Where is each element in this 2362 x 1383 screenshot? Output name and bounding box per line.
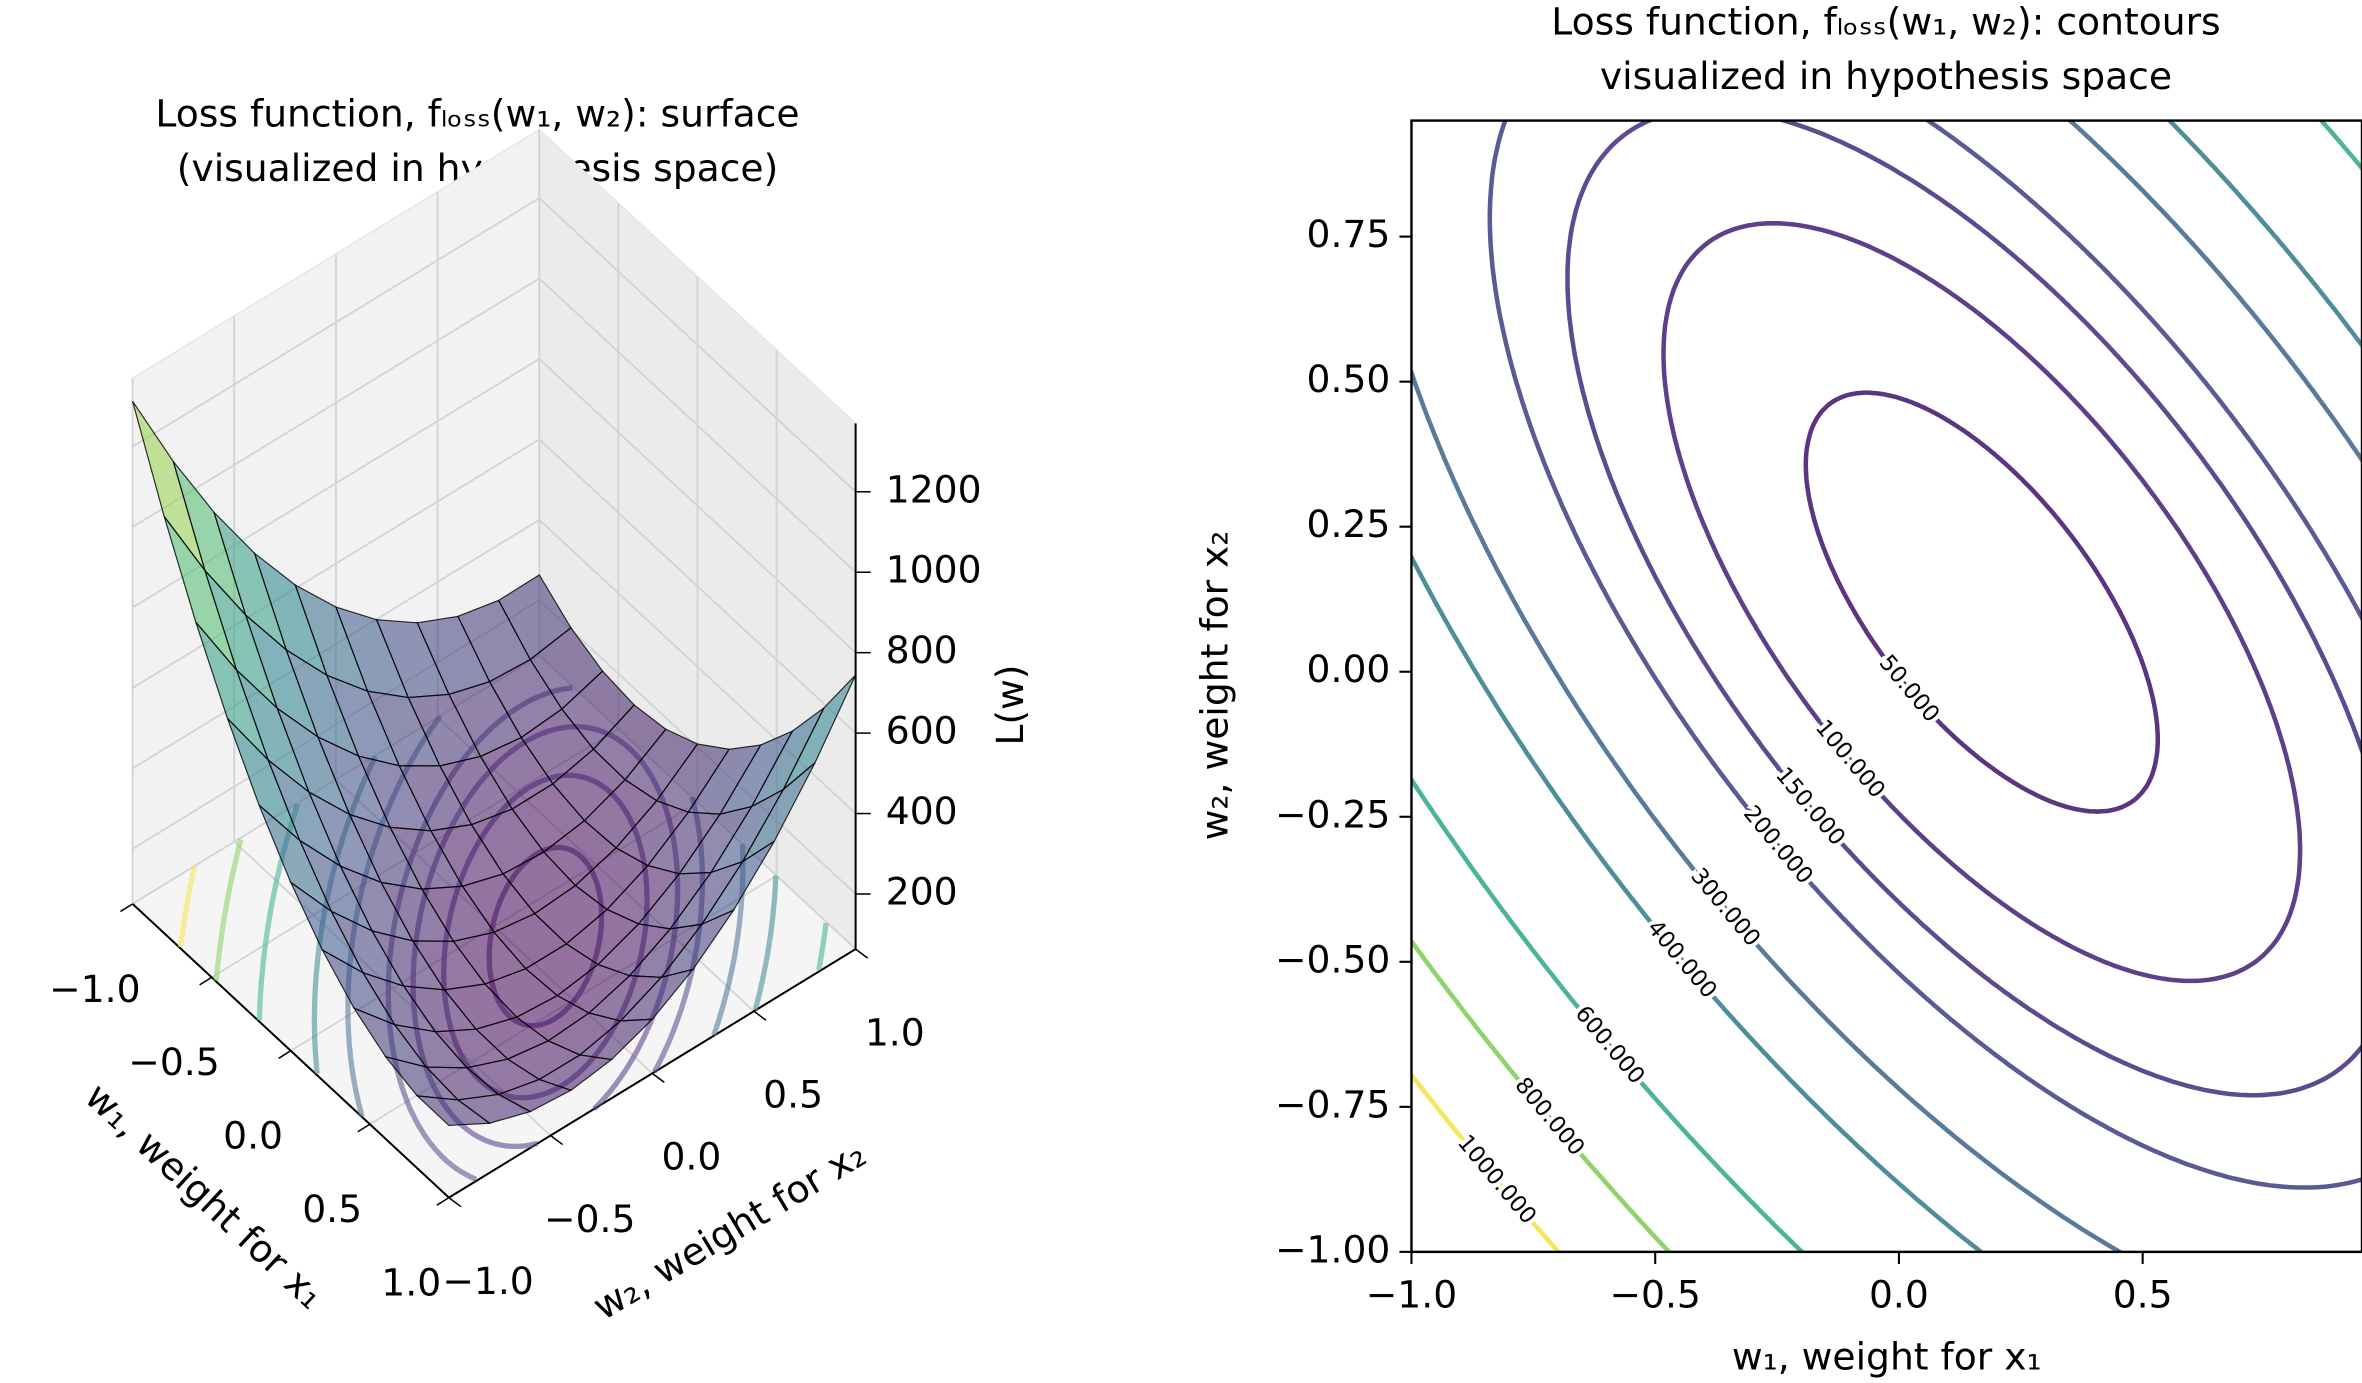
x-axis-label: w₁, weight for x₁ xyxy=(1732,1334,2042,1378)
y-axis-label: w₂, weight for x₂ xyxy=(1193,531,1237,841)
grid-line xyxy=(132,197,540,448)
contour-line xyxy=(1803,390,2160,814)
tick-mark xyxy=(120,903,133,913)
x-tick-label: −1.0 xyxy=(49,967,140,1011)
x-tick-label: −0.5 xyxy=(128,1040,219,1084)
grid-line xyxy=(538,277,857,573)
y-tick-label: 0.5 xyxy=(763,1073,823,1117)
floor-contour xyxy=(177,866,198,948)
y-tick-label: −0.25 xyxy=(1275,792,1390,836)
z-tick-label: 1200 xyxy=(886,467,982,511)
y-tick-label: 0.00 xyxy=(1307,647,1391,691)
grid-line xyxy=(132,277,540,528)
grid-line xyxy=(132,438,540,689)
contour-line xyxy=(1411,120,2362,1252)
y-tick-label: 0.25 xyxy=(1307,502,1391,546)
tick-mark xyxy=(550,1134,564,1146)
y-tick-label: 0.50 xyxy=(1307,357,1391,401)
grid-line xyxy=(538,358,857,654)
y-tick-label: 0.0 xyxy=(661,1135,721,1179)
x-tick-label: −0.5 xyxy=(1609,1273,1700,1317)
floor-contour xyxy=(213,838,244,982)
z-tick-label: 1000 xyxy=(886,548,982,592)
y-tick-label: −0.5 xyxy=(544,1197,635,1241)
x-tick-label: 0.0 xyxy=(1869,1273,1929,1317)
chart-title: visualized in hypothesis space xyxy=(1600,54,2172,98)
contour-line xyxy=(1411,120,2362,1252)
z-tick-label: 800 xyxy=(886,628,958,672)
axis-line xyxy=(131,903,450,1199)
grid-line xyxy=(538,438,857,734)
surface-plot: −1.0−0.50.00.51.0 −1.0−0.50.00.51.0200400… xyxy=(49,127,1032,1329)
tick-mark xyxy=(651,1072,665,1084)
tick-mark xyxy=(357,1123,371,1133)
contour-lines xyxy=(1411,120,2362,1252)
chart-title: Loss function, fₗₒₛₛ(w₁, w₂): contours xyxy=(1551,0,2220,44)
x-tick-label: 0.5 xyxy=(2113,1273,2173,1317)
y-tick-label: −0.75 xyxy=(1275,1082,1390,1126)
contour-line xyxy=(1487,120,2362,1190)
plot-frame xyxy=(1410,119,2362,1254)
x-tick-label: 1.0 xyxy=(381,1261,441,1305)
surface-patch xyxy=(415,1095,492,1127)
tick-mark xyxy=(436,1197,450,1206)
tick-mark xyxy=(278,1050,292,1059)
tick-mark xyxy=(753,1010,767,1021)
x-tick-label: 0.0 xyxy=(223,1114,283,1158)
y-tick-label: −1.0 xyxy=(442,1259,533,1303)
z-tick-label: 200 xyxy=(886,869,958,913)
chart-title: Loss function, fₗₒₛₛ(w₁, w₂): surface xyxy=(155,92,799,136)
contour-line xyxy=(1661,221,2303,984)
y-tick-label: 0.75 xyxy=(1307,212,1391,256)
x-tick-label: −1.0 xyxy=(1366,1273,1457,1317)
y-tick-label: 1.0 xyxy=(865,1010,925,1054)
tick-mark xyxy=(855,948,869,959)
z-axis-label: L(w) xyxy=(988,664,1032,745)
z-tick-label: 600 xyxy=(886,709,958,753)
y-tick-label: −1.00 xyxy=(1275,1227,1390,1271)
y-tick-label: −0.50 xyxy=(1275,937,1390,981)
contour-line xyxy=(1565,120,2362,1098)
grid-line xyxy=(538,197,857,493)
tick-mark xyxy=(448,1197,462,1208)
tick-mark xyxy=(199,976,213,986)
axis-line xyxy=(448,948,857,1199)
x-tick-label: 0.5 xyxy=(302,1187,362,1231)
z-tick-label: 400 xyxy=(886,789,958,833)
